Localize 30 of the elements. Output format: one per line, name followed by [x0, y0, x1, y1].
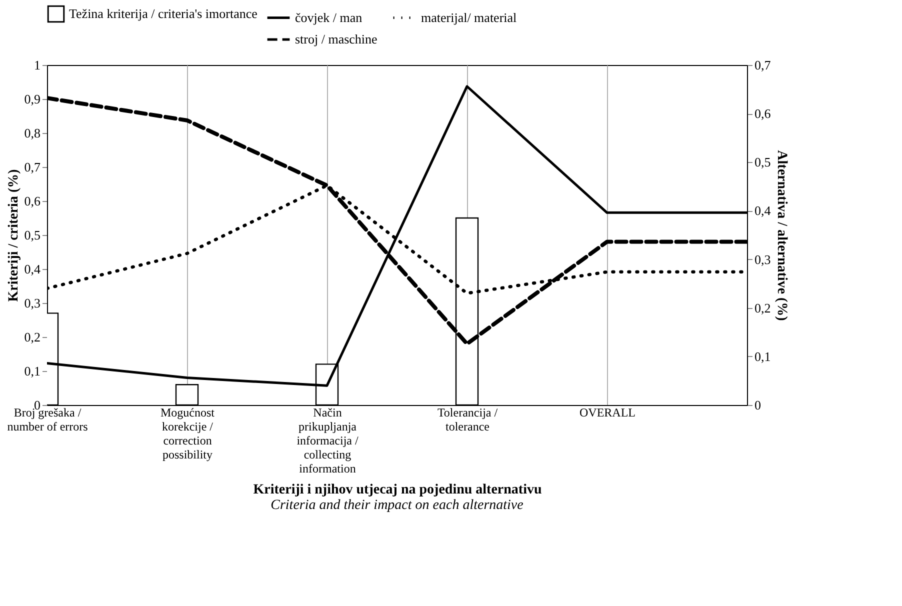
- x-tick-label: Tolerancija / tolerance: [437, 406, 498, 434]
- y2-tick-label: 0: [754, 398, 761, 412]
- y-axis-title: Kriteriji / criteria (%): [6, 168, 22, 302]
- legend-label: materijal/ material: [421, 10, 518, 25]
- y2-tick-label: 0,7: [754, 58, 772, 72]
- x-tick-label: Način prikupljanja informacija / collecting information: [296, 406, 359, 476]
- y-tick-label: 1: [34, 58, 40, 72]
- x-tick-label: OVERALL: [580, 406, 636, 420]
- legend-label: Težina kriterija / criteria's imortance: [69, 6, 258, 21]
- y2-tick-label: 0,5: [754, 154, 771, 170]
- y-tick-label: 0,9: [24, 92, 40, 106]
- y-tick-label: 0,3: [24, 296, 40, 310]
- y2-tick-label: 0,4: [754, 203, 772, 218]
- y-tick-label: 0,7: [24, 160, 41, 174]
- y-tick-label: 0,8: [24, 126, 40, 140]
- y2-axis-title: Alternativa / alternative (%): [774, 150, 789, 322]
- legend-label: čovjek / man: [295, 10, 363, 25]
- y2-tick-label: 0,1: [754, 348, 771, 364]
- y-tick-label: 0,5: [24, 228, 40, 242]
- x-axis-title: Kriteriji i njihov utjecaj na pojedinu alternativu: [253, 482, 542, 498]
- y2-tick-label: 0,3: [754, 252, 771, 267]
- text: Criteria and their impact on each alternative: [270, 498, 524, 513]
- y-tick-label: 0,1: [24, 364, 40, 378]
- y-tick-label: 0,2: [24, 330, 40, 344]
- legend-label: stroj / maschine: [295, 32, 378, 46]
- y2-tick-label: 0,6: [754, 106, 772, 122]
- y2-tick-label: 0,2: [754, 300, 771, 316]
- y-tick-label: 0,4: [24, 262, 41, 276]
- x-tick-label: Mogućnost korekcije / correction possibility: [160, 406, 216, 462]
- y-tick-label: 0,6: [24, 194, 41, 208]
